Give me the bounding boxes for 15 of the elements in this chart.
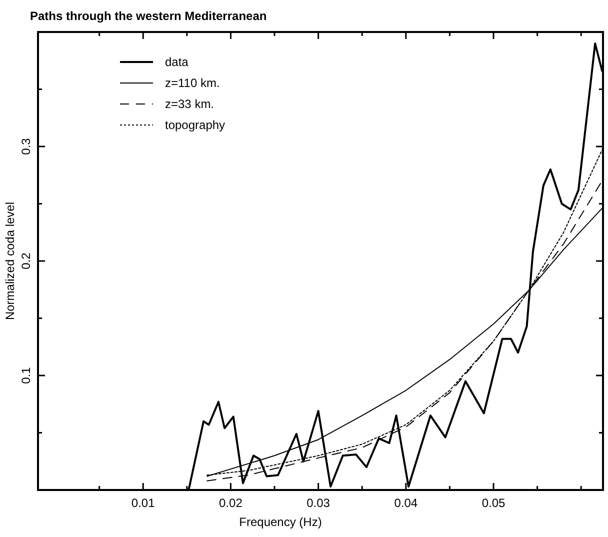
legend-label: z=33 km. <box>165 97 214 111</box>
x-tick-label: 0.03 <box>306 496 330 510</box>
legend-label: data <box>165 55 189 69</box>
x-tick-label: 0.02 <box>219 496 243 510</box>
legend-label: topography <box>165 118 226 132</box>
y-tick-label: 0.1 <box>19 366 33 384</box>
y-tick-label: 0.2 <box>19 252 33 270</box>
x-axis-title: Frequency (Hz) <box>239 515 322 529</box>
chart-title: Paths through the western Mediterranean <box>30 9 267 23</box>
y-axis-title: Normalized coda level <box>3 202 17 320</box>
x-tick-label: 0.05 <box>482 496 506 510</box>
legend-label: z=110 km. <box>165 76 220 90</box>
x-tick-label: 0.01 <box>131 496 156 510</box>
x-tick-label: 0.04 <box>394 496 418 510</box>
y-tick-label: 0.3 <box>19 138 33 155</box>
